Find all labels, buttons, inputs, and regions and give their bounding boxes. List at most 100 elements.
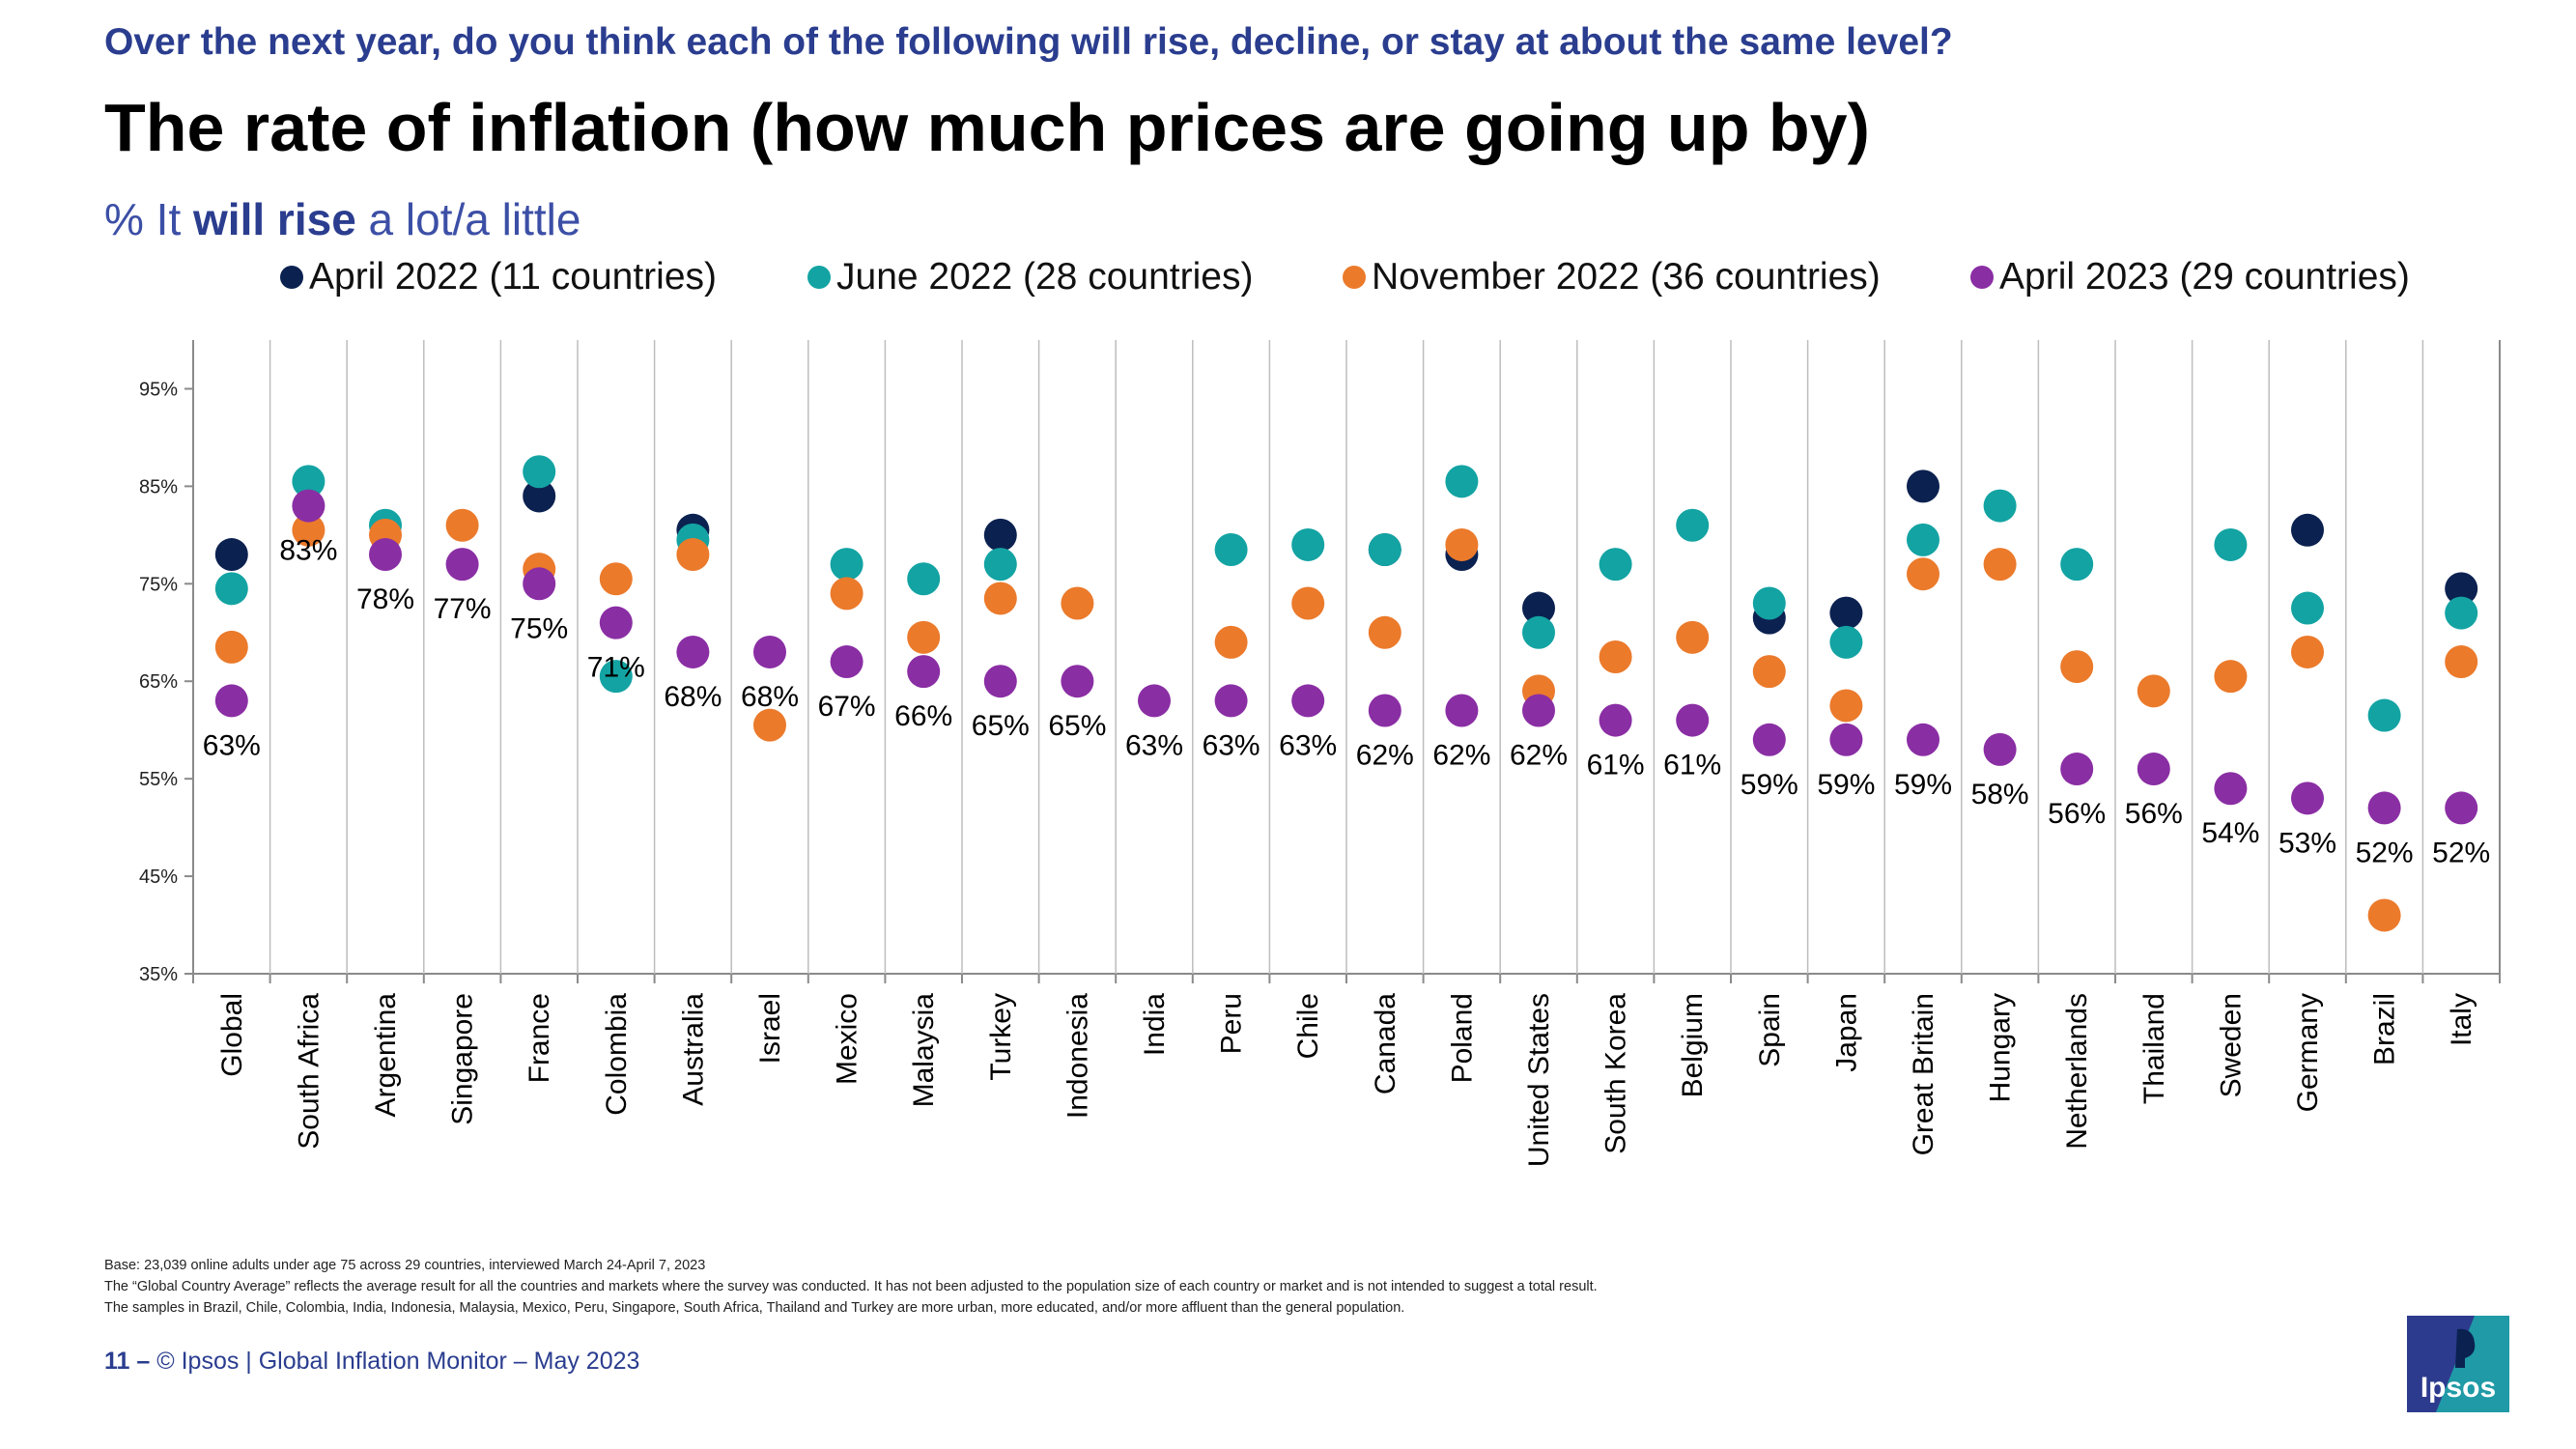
data-point [753,708,786,742]
y-tick-label: 45% [139,867,178,888]
data-point [292,465,326,498]
x-tick-label: Peru [1216,993,1248,1054]
data-point [292,489,326,523]
legend-label: June 2022 (28 countries) [836,256,1254,298]
footnote-samples: The samples in Brazil, Chile, Colombia, … [104,1300,1405,1316]
data-point [599,562,633,596]
legend-item-november-2022: November 2022 (36 countries) [1343,253,1881,301]
data-point [983,582,1017,615]
data-point [2060,650,2094,684]
data-point [2291,591,2324,625]
legend-dot-icon [807,266,831,289]
data-point [830,577,863,611]
data-label: 59% [1894,769,1952,801]
data-point [214,630,248,664]
data-point [2214,772,2248,806]
x-tick-label: Mexico [832,993,863,1085]
data-label: 56% [2048,798,2106,830]
data-point [1214,684,1248,718]
data-label: 75% [510,612,568,644]
footer: 11 – © Ipsos | Global Inflation Monitor … [104,1348,639,1376]
y-tick-label: 65% [139,671,178,693]
data-point [2214,660,2248,694]
data-label: 62% [1510,740,1568,772]
data-point [523,455,556,489]
data-point [1752,655,1786,689]
legend-label: April 2023 (29 countries) [1999,256,2410,298]
page-number: 11 – [104,1348,151,1375]
x-tick-label: Israel [754,993,786,1064]
x-tick-label: Spain [1754,993,1786,1067]
data-point [983,665,1017,698]
data-point [1829,723,1863,756]
x-tick-label: Great Britain [1908,993,1939,1155]
x-tick-label: India [1139,993,1171,1056]
data-point [1983,489,2017,523]
data-label: 63% [203,729,261,761]
x-tick-label: Global [216,993,248,1077]
footnote-base: Base: 23,039 online adults under age 75 … [104,1258,706,1273]
x-tick-label: Canada [1370,993,1401,1094]
data-label: 78% [356,583,414,615]
y-tick-label: 85% [139,476,178,497]
data-label: 61% [1587,750,1645,781]
data-point [445,508,479,542]
data-point [1829,625,1863,659]
legend-label: November 2022 (36 countries) [1372,256,1881,298]
data-point [1907,469,1939,503]
data-label: 52% [2356,837,2414,868]
data-point [1291,586,1325,620]
data-point [1676,508,1710,542]
data-point [2291,781,2324,815]
data-point [907,620,941,654]
data-point [1983,732,2017,766]
legend-dot-icon [1970,266,1994,289]
data-point [1522,591,1555,625]
data-label: 52% [2432,837,2490,868]
data-point [1445,465,1479,498]
data-label: 68% [664,681,722,713]
data-point [2060,753,2094,786]
data-point [2291,513,2324,547]
data-label: 62% [1432,740,1490,772]
data-point [523,479,556,513]
data-point [2137,674,2170,708]
data-point [1368,694,1401,727]
x-tick-label: Chile [1292,993,1324,1059]
x-tick-label: Singapore [447,993,479,1125]
x-tick-label: Hungary [1985,993,2017,1102]
data-label: 59% [1817,769,1875,801]
data-point [676,538,710,572]
data-label: 62% [1356,740,1414,772]
data-point [2367,898,2401,932]
data-point [830,548,863,582]
data-point [1291,527,1325,561]
chart-subtitle: % It will rise a lot/a little [104,193,580,245]
y-tick-label: 95% [139,379,178,400]
data-point [2060,548,2094,582]
x-tick-label: Netherlands [2061,993,2093,1150]
data-label: 83% [279,535,337,567]
data-point [1368,615,1401,649]
subtitle-prefix: % It [104,194,194,244]
data-point [1138,684,1171,718]
data-label: 71% [587,652,645,684]
data-point [1061,665,1094,698]
data-label: 61% [1663,750,1721,781]
data-point [214,572,248,606]
x-tick-label: Japan [1830,993,1862,1072]
data-point [599,606,633,639]
data-point [2291,635,2324,668]
data-point [753,635,786,668]
x-tick-label: Belgium [1677,993,1709,1097]
data-label: 63% [1125,729,1183,761]
data-point [1214,625,1248,659]
data-point [676,635,710,668]
x-tick-label: Argentina [370,993,402,1118]
data-point [2367,698,2401,732]
data-label: 67% [818,691,876,723]
x-tick-label: Malaysia [908,993,940,1108]
data-point [2214,527,2248,561]
data-point [907,562,941,596]
x-tick-label: Sweden [2215,993,2247,1097]
